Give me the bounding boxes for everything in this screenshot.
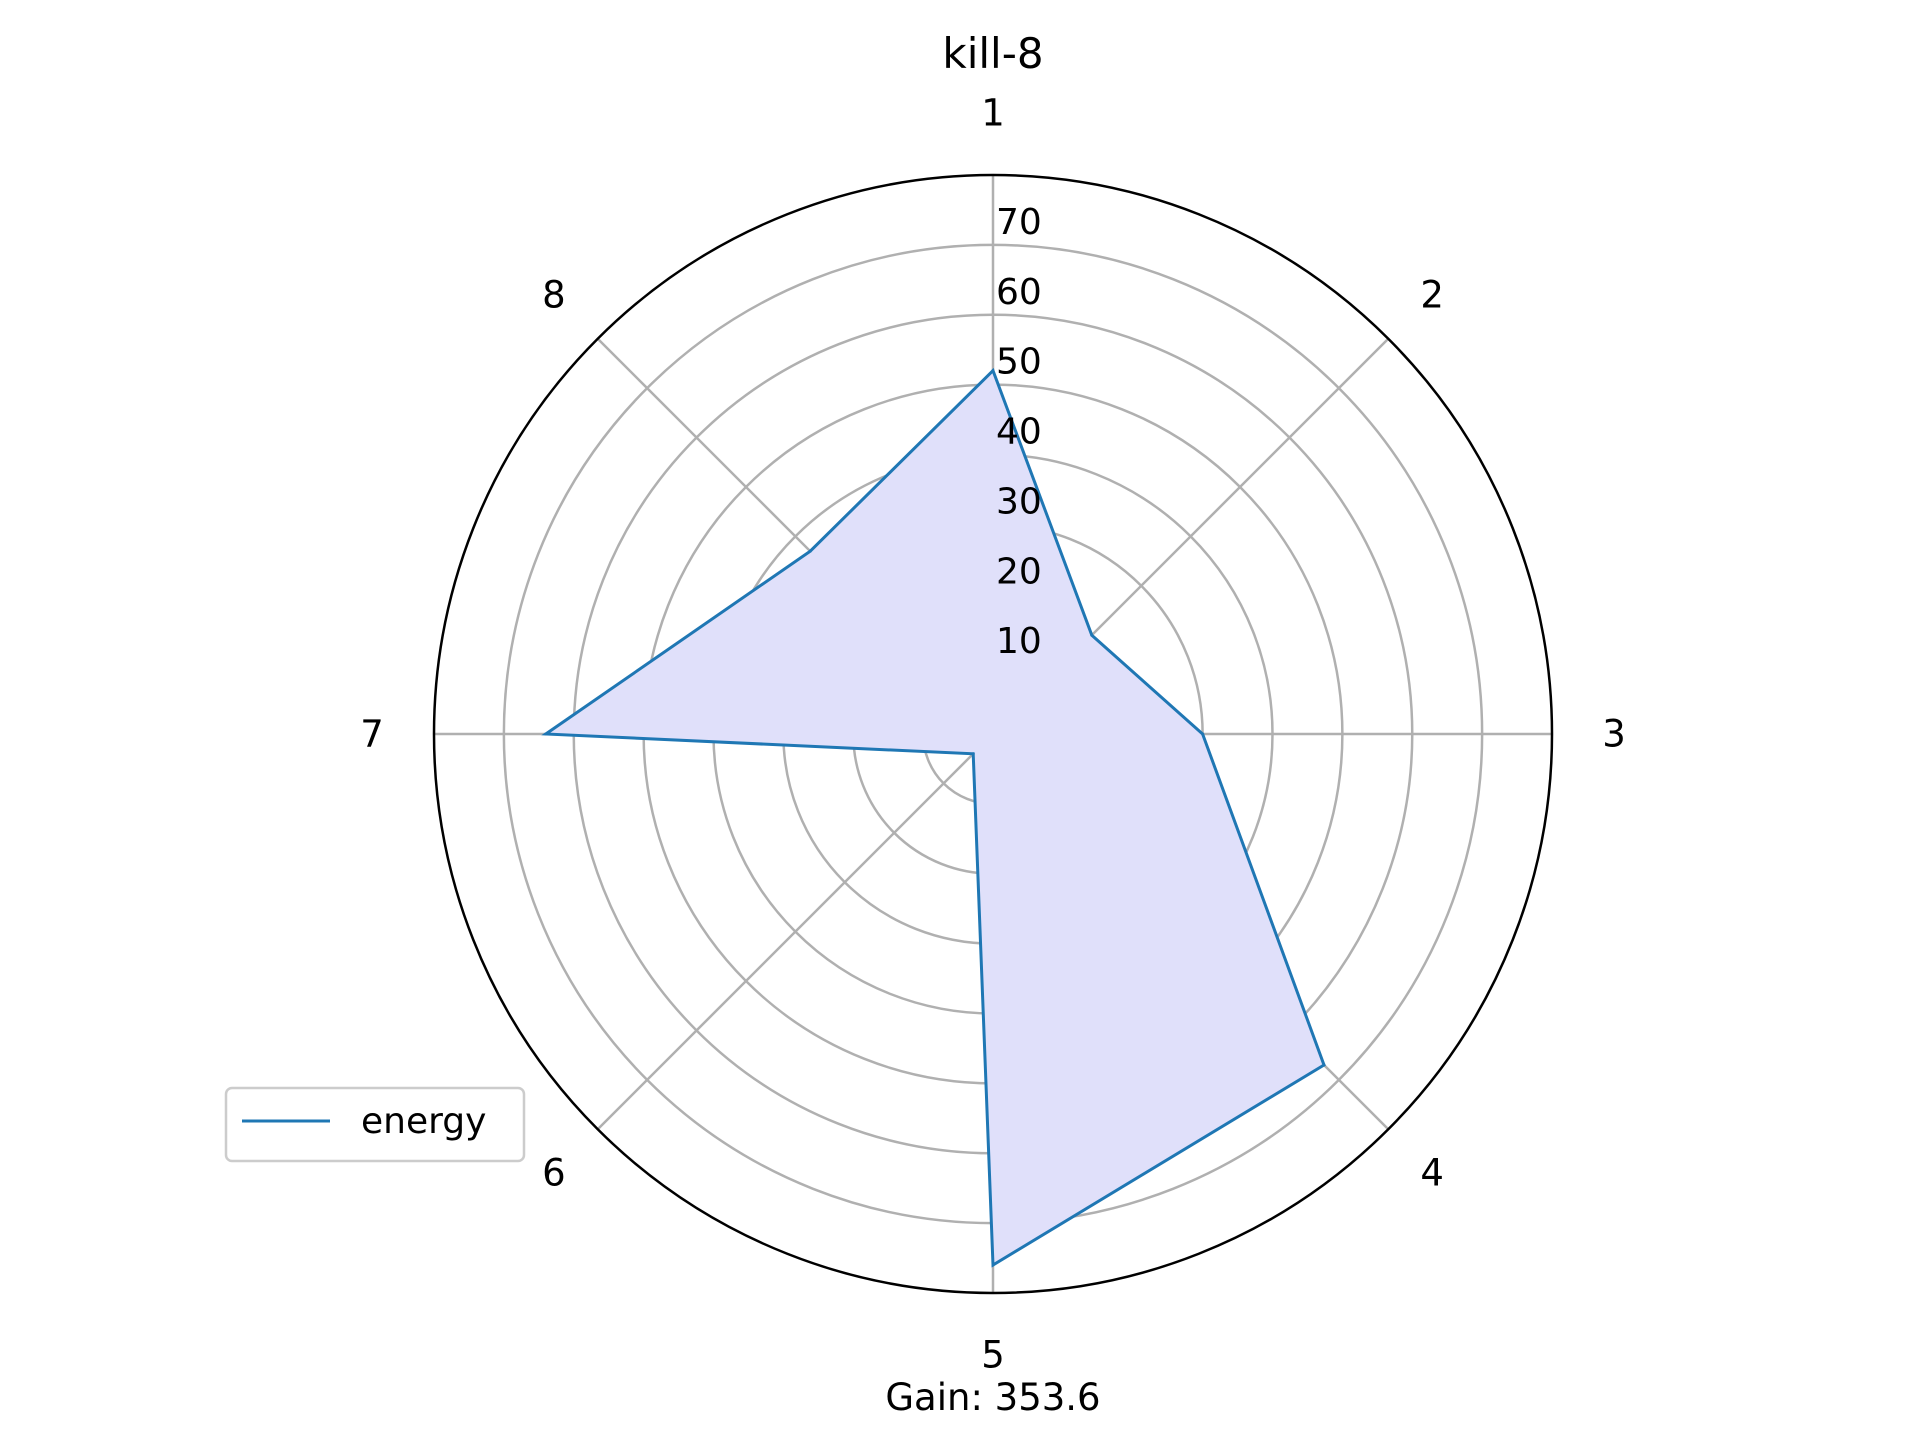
category-label-3: 3 [1602, 713, 1626, 756]
data-point-3 [1201, 732, 1205, 736]
data-point-5 [991, 1263, 995, 1267]
legend-box [224, 1086, 526, 1163]
category-label-1: 1 [981, 92, 1005, 135]
category-label-8: 8 [542, 273, 566, 316]
data-point-2 [1090, 633, 1094, 637]
spoke-6 [596, 733, 994, 1131]
category-label-6: 6 [542, 1152, 566, 1195]
category-label-4: 4 [1420, 1152, 1444, 1195]
r-tick-label-70: 70 [996, 202, 1042, 243]
gain-annotation: Gain: 353.6 [885, 1376, 1100, 1419]
r-tick-label-50: 50 [996, 342, 1042, 383]
r-tick-label-20: 20 [996, 551, 1042, 592]
polar-frame [432, 173, 1554, 1295]
data-point-8 [808, 549, 812, 553]
chart-title: kill-8 [942, 29, 1043, 78]
data-point-7 [544, 732, 548, 736]
r-tick-label-40: 40 [996, 412, 1042, 453]
legend: energy [224, 1086, 526, 1163]
category-labels: 1 2 3 4 5 6 7 8 [360, 92, 1626, 1377]
radial-tick-labels: 10 20 30 40 50 60 70 [996, 202, 1042, 662]
category-label-2: 2 [1420, 273, 1444, 316]
data-point-6 [971, 752, 975, 756]
category-label-7: 7 [360, 713, 384, 756]
r-tick-label-60: 60 [996, 272, 1042, 313]
data-point-1 [991, 369, 995, 373]
series-layer [541, 367, 1326, 1268]
series-fill-energy [545, 370, 1324, 1266]
data-point-4 [1322, 1063, 1326, 1067]
category-label-5: 5 [981, 1334, 1005, 1377]
legend-label-energy: energy [361, 1101, 486, 1142]
r-tick-label-30: 30 [996, 481, 1042, 522]
r-tick-label-10: 10 [996, 621, 1042, 662]
